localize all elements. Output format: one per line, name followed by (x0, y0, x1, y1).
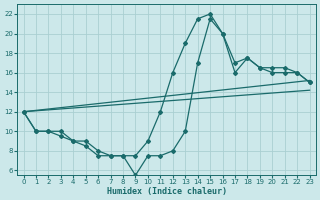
X-axis label: Humidex (Indice chaleur): Humidex (Indice chaleur) (107, 187, 227, 196)
